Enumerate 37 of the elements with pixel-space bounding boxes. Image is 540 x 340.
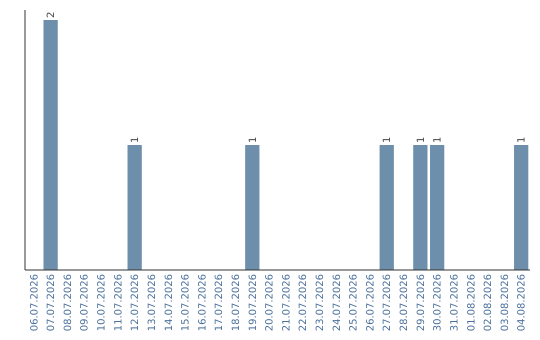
x-tick-label: 20.07.2026 [264,274,276,332]
x-tick-label: 01.08.2026 [466,274,478,332]
x-tick-label: 08.07.2026 [62,274,74,332]
data-label: 1 [432,136,444,143]
x-tick-label: 16.07.2026 [197,274,208,332]
x-tick-label: 27.07.2026 [382,274,394,332]
x-tick-label: 23.07.2026 [315,274,326,332]
x-tick-label: 28.07.2026 [399,274,410,332]
x-tick-label: 03.08.2026 [500,274,511,332]
x-tick-label: 09.07.2026 [80,274,91,332]
x-tick-label: 14.07.2026 [164,274,175,332]
x-tick-label: 22.07.2026 [298,274,310,332]
x-tick-label: 15.07.2026 [180,274,192,332]
x-tick-label: 13.07.2026 [146,274,158,332]
x-tick-label: 24.07.2026 [332,274,343,332]
x-tick-label: 25.07.2026 [348,274,360,332]
x-tick-label: 18.07.2026 [230,274,242,332]
x-tick-label: 02.08.2026 [483,274,494,332]
x-tick-label: 04.08.2026 [516,274,528,332]
data-label: 1 [416,136,427,143]
x-tick-label: 19.07.2026 [248,274,259,332]
data-label: 2 [46,12,58,18]
x-tick-label: 30.07.2026 [432,274,444,332]
data-label: 1 [248,136,259,143]
x-tick-label: 17.07.2026 [214,274,226,332]
data-label: 1 [382,136,394,143]
data-label: 1 [130,136,142,143]
x-tick-label: 06.07.2026 [29,274,40,332]
x-tick-label: 12.07.2026 [130,274,142,332]
x-tick-label: 26.07.2026 [365,274,376,332]
x-tick-label: 07.07.2026 [46,274,58,332]
x-tick-label: 11.07.2026 [113,274,124,332]
data-label: 1 [516,136,528,143]
x-tick-label: 10.07.2026 [96,274,108,332]
x-tick-label: 29.07.2026 [416,274,427,332]
x-tick-label: 21.07.2026 [281,274,292,332]
x-tick-label: 31.07.2026 [449,274,460,332]
